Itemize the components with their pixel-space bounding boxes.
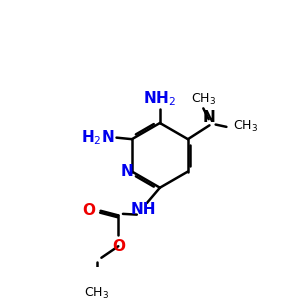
Text: NH: NH xyxy=(130,202,156,217)
Text: O: O xyxy=(82,202,95,217)
Text: O: O xyxy=(112,238,125,253)
Text: NH$_2$: NH$_2$ xyxy=(143,89,176,108)
Text: CH$_3$: CH$_3$ xyxy=(232,119,258,134)
Text: CH$_3$: CH$_3$ xyxy=(191,92,216,107)
Text: H$_2$N: H$_2$N xyxy=(81,128,115,147)
Text: CH$_3$: CH$_3$ xyxy=(84,286,109,300)
Text: N: N xyxy=(203,110,216,124)
Text: N: N xyxy=(120,164,133,179)
